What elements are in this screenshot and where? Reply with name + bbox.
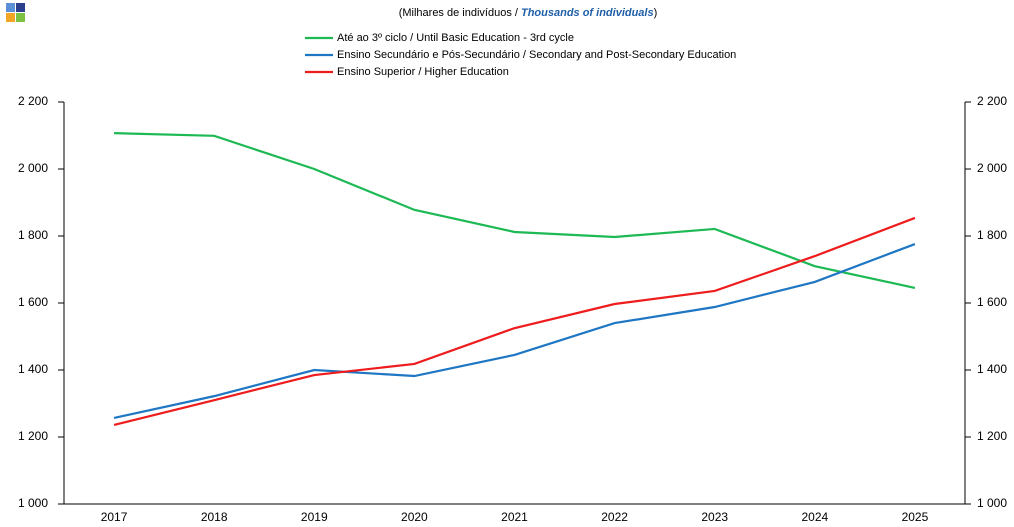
x-tick-label: 2025 [902, 510, 929, 524]
series-line [114, 132, 916, 289]
y2-tick-label: 2 200 [977, 94, 1007, 108]
x-tick-label: 2024 [801, 510, 828, 524]
logo-square [6, 13, 15, 22]
legend-label: Ensino Secundário e Pós-Secundário / Sec… [337, 49, 736, 61]
subtitle-en: Thousands of individuals [521, 7, 654, 19]
x-tick-label: 2018 [201, 510, 228, 524]
legend-label: Até ao 3º ciclo / Until Basic Education … [337, 32, 574, 44]
x-tick-label: 2021 [501, 510, 528, 524]
logo-square [6, 3, 15, 12]
y-tick-label: 1 400 [18, 362, 48, 376]
y-tick-label: 2 000 [18, 161, 48, 175]
y-tick-label: 1 000 [18, 496, 48, 510]
series-line [113, 243, 916, 419]
series-line [113, 216, 916, 427]
x-tick-label: 2017 [101, 510, 128, 524]
chart-subtitle: (Milhares de indivíduos / Thousands of i… [399, 7, 658, 19]
logo-square [16, 3, 25, 12]
legend-label: Ensino Superior / Higher Education [337, 66, 509, 78]
y2-tick-label: 1 600 [977, 295, 1007, 309]
y-tick-label: 1 600 [18, 295, 48, 309]
y2-tick-label: 2 000 [977, 161, 1007, 175]
y-tick-label: 1 800 [18, 228, 48, 242]
y2-tick-label: 1 400 [977, 362, 1007, 376]
y2-tick-label: 1 800 [977, 228, 1007, 242]
subtitle-end: ) [654, 7, 658, 19]
y-tick-label: 2 200 [18, 94, 48, 108]
y-tick-label: 1 200 [18, 429, 48, 443]
logo-square [16, 13, 25, 22]
y2-tick-label: 1 200 [977, 429, 1007, 443]
subtitle-pt: (Milhares de indivíduos / [399, 7, 521, 19]
y2-tick-label: 1 000 [977, 496, 1007, 510]
x-tick-label: 2022 [601, 510, 628, 524]
x-tick-label: 2020 [401, 510, 428, 524]
x-tick-label: 2023 [701, 510, 728, 524]
x-tick-label: 2019 [301, 510, 328, 524]
